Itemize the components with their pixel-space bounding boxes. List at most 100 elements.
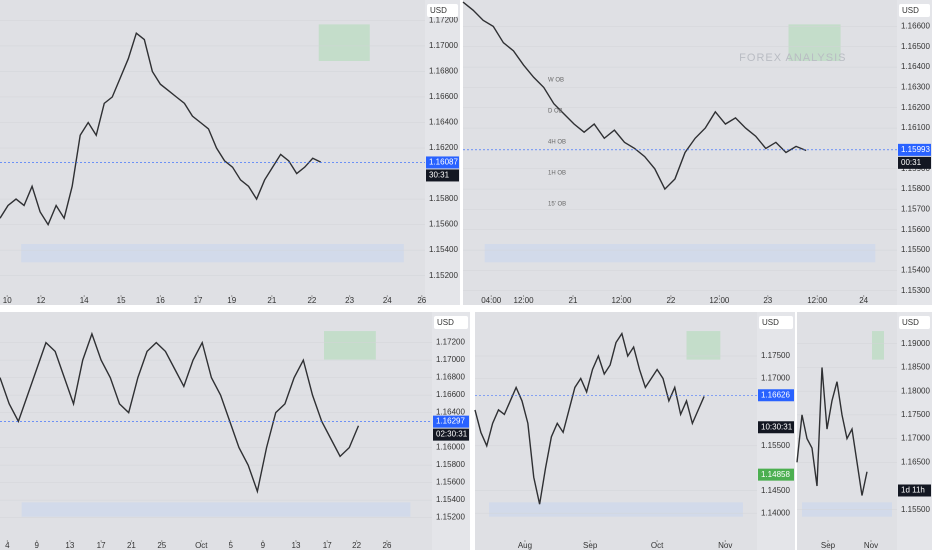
zone-label: 1H OB	[548, 171, 566, 177]
x-tick-label: 16	[156, 296, 165, 305]
chart-panel: 1.17200 1.17000 1.16800 1.16600 1.16400 1.162…	[0, 0, 460, 305]
y-tick-label: 1.16600	[429, 92, 458, 101]
y-tick-label: 1.15400	[901, 266, 930, 275]
y-tick-label: 1.17500	[901, 410, 930, 419]
x-tick-label: 21	[267, 296, 276, 305]
y-tick-label: 1.16200	[901, 103, 930, 112]
zone	[489, 502, 743, 517]
x-tick-label: 17	[97, 541, 106, 550]
y-tick-label: 1.16400	[436, 408, 465, 417]
x-tick-label: Sep	[583, 541, 598, 550]
chart-panel: 1.19000 1.18500 1.18000 1.17500 1.17000 1.165…	[796, 312, 932, 550]
y-tick-label: 1.15600	[436, 478, 465, 487]
x-tick-label: 22	[352, 541, 361, 550]
x-tick-label: 26	[383, 541, 392, 550]
currency-label: USD	[437, 318, 454, 327]
price-line	[0, 31, 322, 227]
last-price-badge	[758, 389, 794, 402]
y-tick-label: 1.16500	[901, 457, 930, 466]
zone	[324, 331, 376, 360]
last-price-label: 1.16626	[761, 390, 790, 399]
y-tick-label: 1.15500	[761, 441, 790, 450]
x-tick-label: 24	[383, 296, 392, 305]
x-tick-label: 26	[417, 296, 426, 305]
zone	[484, 244, 876, 263]
currency-box	[427, 4, 458, 17]
chart-panel: 1.16600 1.16500 1.16400 1.16300 1.16200 1.161…	[462, 0, 932, 305]
currency-box	[899, 4, 930, 17]
y-tick-label: 1.17200	[429, 16, 458, 25]
countdown-badge	[898, 156, 931, 169]
y-tick-label: 1.14000	[761, 508, 790, 517]
x-tick-label: 4	[5, 541, 10, 550]
y-tick-label: 1.17200	[436, 338, 465, 347]
x-tick-label: 10	[3, 296, 12, 305]
currency-box	[434, 316, 468, 329]
chart-panel: 1.17500 1.17000 1.15500 1.14500 1.14000 Aug Se…	[474, 312, 795, 550]
x-tick-label: 23	[345, 296, 354, 305]
y-tick-label: 1.15800	[901, 184, 930, 193]
countdown-badge	[426, 169, 459, 182]
currency-label: USD	[902, 318, 919, 327]
x-tick-label: Oct	[651, 541, 664, 550]
y-tick-label: 1.15300	[901, 286, 930, 295]
y-tick-label: 1.15800	[436, 460, 465, 469]
zone-label: D OB	[548, 109, 563, 115]
y-tick-label: 1.15200	[429, 271, 458, 280]
price-axis	[897, 312, 932, 550]
countdown-label: 02:30:31	[436, 430, 468, 439]
currency-label: USD	[430, 6, 447, 15]
y-tick-label: 1.16400	[901, 62, 930, 71]
price-line	[462, 1, 807, 191]
y-tick-label: 1.15400	[429, 245, 458, 254]
last-price-label: 1.16087	[429, 158, 458, 167]
x-tick-label: 9	[35, 541, 40, 550]
y-tick-label: 1.16100	[901, 123, 930, 132]
zone	[21, 244, 404, 263]
last-price-label: 1.16297	[436, 417, 465, 426]
x-tick-label: 23	[763, 296, 772, 305]
y-tick-label: 1.16800	[429, 67, 458, 76]
y-tick-label: 1.16600	[436, 390, 465, 399]
y-tick-label: 1.16500	[901, 42, 930, 51]
countdown-badge	[758, 421, 794, 434]
y-tick-label: 1.18000	[901, 386, 930, 395]
x-tick-label: 12	[36, 296, 45, 305]
zone	[318, 24, 370, 61]
price-line	[796, 367, 868, 496]
y-tick-label: 1.16600	[901, 22, 930, 31]
y-tick-label: 1.16400	[429, 118, 458, 127]
zone	[788, 24, 841, 61]
y-tick-label: 1.17000	[901, 434, 930, 443]
x-tick-label: 9	[261, 541, 266, 550]
chart-panel: 1.17200 1.17000 1.16800 1.16600 1.16400 1.160…	[0, 312, 470, 550]
zone-label: 15' OB	[548, 202, 566, 208]
x-tick-label: 17	[194, 296, 203, 305]
x-tick-label: 5	[228, 541, 233, 550]
x-tick-label: 21	[127, 541, 136, 550]
y-tick-label: 1.17500	[761, 351, 790, 360]
x-tick-label: 12:00	[807, 296, 828, 305]
x-tick-label: 24	[859, 296, 868, 305]
x-tick-label: 04:00	[481, 296, 502, 305]
x-tick-label: Nov	[864, 541, 878, 550]
x-tick-label: 19	[227, 296, 236, 305]
last-price-label: 1.15993	[901, 145, 930, 154]
y-tick-label: 1.16800	[436, 373, 465, 382]
x-tick-label: 22	[666, 296, 675, 305]
last-price-badge	[426, 156, 459, 169]
countdown-badge	[898, 484, 931, 497]
y-tick-label: 1.15600	[901, 225, 930, 234]
y-tick-label: 1.15500	[901, 245, 930, 254]
zone	[21, 502, 411, 517]
countdown-badge	[433, 428, 469, 441]
y-tick-label: 1.18500	[901, 363, 930, 372]
x-tick-label: 25	[157, 541, 166, 550]
y-tick-label: 1.16300	[901, 83, 930, 92]
last-price-badge	[433, 415, 469, 428]
price-axis	[425, 0, 460, 305]
x-tick-label: 13	[65, 541, 74, 550]
zone	[686, 331, 721, 360]
y-tick-label: 1.15500	[901, 505, 930, 514]
